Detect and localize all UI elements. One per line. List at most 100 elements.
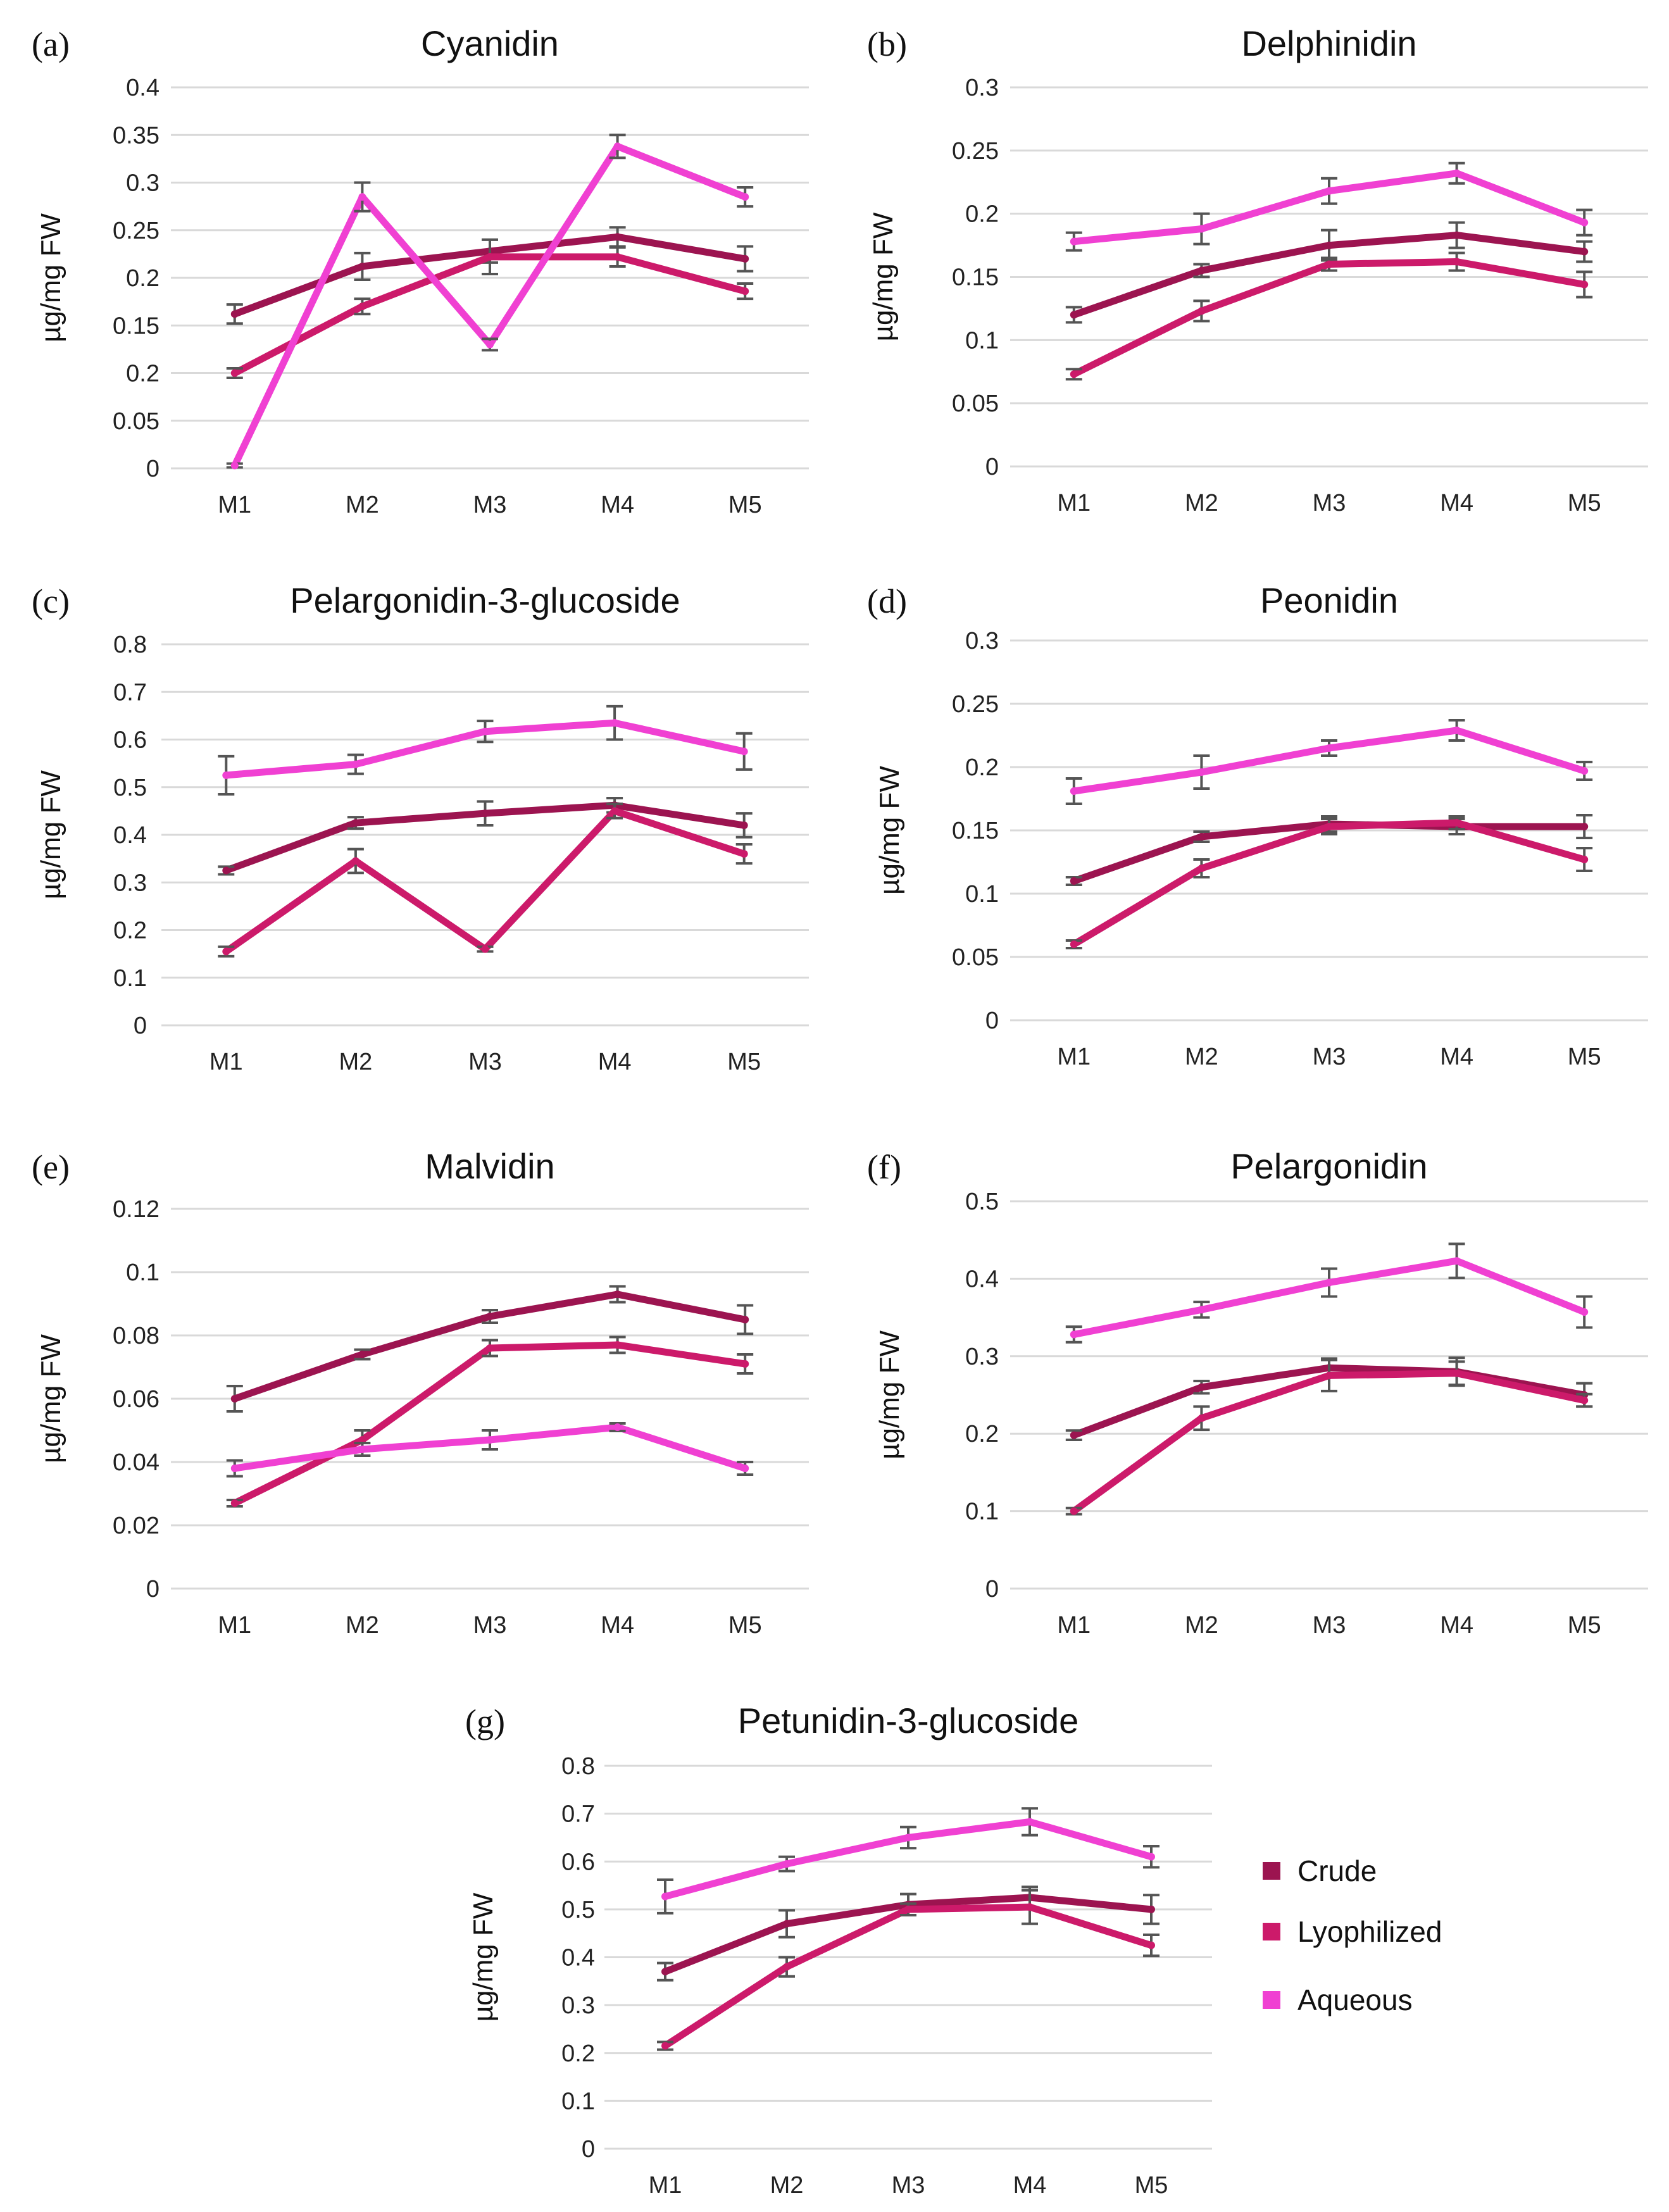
- data-point: [1197, 307, 1206, 315]
- series-lyophilized: [226, 1335, 754, 1508]
- data-point: [741, 1465, 749, 1472]
- x-tick-label: M4: [1440, 1612, 1473, 1639]
- data-point: [1026, 1818, 1034, 1826]
- y-tick-label: 0.1: [561, 2088, 595, 2115]
- x-tick-label: M3: [473, 1612, 507, 1639]
- series-line-lyophilized: [1070, 1370, 1588, 1515]
- chart-title: Cyanidin: [421, 23, 559, 63]
- x-tick-label: M3: [1313, 1044, 1346, 1070]
- y-tick-label: 0.25: [113, 218, 159, 244]
- data-point: [613, 1423, 622, 1431]
- legend-swatch-aqueous: [1263, 1991, 1280, 2009]
- chart-title: Pelargonidin: [1230, 1146, 1427, 1186]
- data-point: [1325, 1372, 1333, 1380]
- y-tick-label: 0.4: [113, 822, 147, 849]
- data-point: [740, 747, 748, 756]
- data-point: [230, 461, 239, 470]
- x-tick-label: M1: [209, 1049, 243, 1075]
- legend-swatch-lyophilized: [1263, 1923, 1280, 1940]
- data-point: [1070, 1431, 1078, 1439]
- legend-label-lyophilized: Lyophilized: [1297, 1915, 1442, 1948]
- data-point: [1453, 231, 1461, 239]
- data-point: [904, 1834, 912, 1842]
- data-point: [1453, 258, 1461, 266]
- y-tick-label: 0: [134, 1013, 147, 1039]
- data-point: [613, 253, 622, 261]
- y-tick-label: 0.3: [561, 1992, 595, 2019]
- panel-label: (c): [32, 582, 70, 620]
- series-lyophilized: [1065, 815, 1593, 949]
- y-tick-label: 0.05: [113, 408, 159, 435]
- x-tick-label: M1: [1057, 490, 1091, 516]
- y-tick-label: 0.2: [965, 1421, 999, 1447]
- data-point: [1197, 1383, 1206, 1391]
- y-tick-label: 0.4: [965, 1266, 999, 1292]
- data-point: [351, 760, 359, 768]
- data-point: [481, 945, 489, 953]
- data-point: [230, 310, 239, 318]
- y-tick-label: 0.3: [126, 170, 159, 197]
- x-tick-label: M4: [601, 1612, 634, 1639]
- panel-label: (e): [32, 1148, 70, 1186]
- panel-label: (f): [867, 1148, 901, 1186]
- y-tick-label: 0.06: [113, 1386, 159, 1413]
- x-tick-label: M3: [1313, 490, 1346, 516]
- x-tick-label: M5: [728, 1612, 762, 1639]
- data-point: [1580, 280, 1589, 289]
- y-tick-label: 0.05: [952, 944, 999, 971]
- x-tick-label: M3: [1313, 1612, 1346, 1639]
- data-point: [481, 809, 489, 818]
- x-tick-label: M2: [339, 1049, 373, 1075]
- x-tick-label: M2: [346, 1612, 379, 1639]
- data-point: [486, 1436, 494, 1444]
- data-point: [351, 819, 359, 827]
- x-tick-label: M1: [218, 1612, 251, 1639]
- data-point: [1070, 877, 1078, 885]
- series-line-lyophilized: [661, 1903, 1155, 2049]
- y-tick-label: 0: [146, 456, 159, 482]
- x-tick-label: M3: [473, 492, 507, 518]
- series-lyophilized: [1065, 251, 1593, 381]
- data-point: [1070, 311, 1078, 319]
- y-tick-label: 0.25: [952, 138, 999, 165]
- x-tick-label: M2: [1185, 1612, 1218, 1639]
- x-tick-label: M5: [1568, 490, 1601, 516]
- series-crude: [226, 1285, 754, 1413]
- x-tick-label: M2: [1185, 1044, 1218, 1070]
- data-point: [661, 1968, 669, 1976]
- data-point: [358, 262, 366, 270]
- chart-title: Delphinidin: [1241, 23, 1416, 63]
- data-point: [1147, 1941, 1155, 1949]
- y-tick-label: 0.8: [113, 632, 147, 658]
- y-tick-label: 0.4: [126, 75, 159, 101]
- data-point: [1325, 744, 1333, 752]
- series-aqueous: [226, 1422, 754, 1478]
- series-aqueous: [1065, 1242, 1593, 1344]
- y-tick-label: 0.2: [113, 918, 147, 944]
- data-point: [613, 233, 622, 241]
- chart-title: Pelargonidin-3-glucoside: [290, 580, 680, 620]
- series-aqueous: [226, 134, 754, 470]
- y-tick-label: 0.1: [965, 881, 999, 908]
- data-point: [1580, 218, 1589, 227]
- data-point: [1580, 1396, 1589, 1404]
- y-tick-label: 0.1: [965, 1499, 999, 1525]
- data-point: [351, 857, 359, 865]
- data-point: [611, 719, 619, 727]
- panel-label: (g): [465, 1703, 505, 1740]
- x-tick-label: M1: [218, 492, 251, 518]
- data-point: [661, 1892, 669, 1901]
- y-tick-label: 0.08: [113, 1323, 159, 1349]
- data-point: [1453, 819, 1461, 827]
- series-crude: [1065, 221, 1593, 324]
- series-aqueous: [1065, 719, 1593, 805]
- data-point: [222, 866, 230, 875]
- data-point: [358, 1351, 366, 1358]
- data-point: [1580, 1308, 1589, 1316]
- series-aqueous: [1065, 161, 1593, 252]
- data-point: [783, 1963, 791, 1971]
- chart-panel-malvidin: 0 0.02 0.04 0.06 0.08 0.1 0.12 M1 M2 M3 M4 M5 Malvid…: [32, 1146, 809, 1639]
- y-tick-label: 0.2: [561, 2040, 595, 2067]
- data-point: [230, 369, 239, 377]
- y-axis-label: µg/mg FW: [868, 212, 899, 341]
